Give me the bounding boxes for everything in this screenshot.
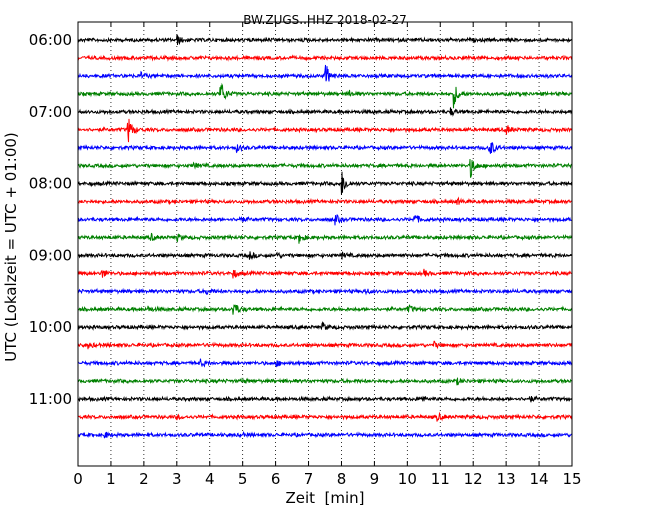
trace-0830 <box>77 214 573 226</box>
trace-0745 <box>77 158 573 178</box>
trace-1000 <box>77 321 573 331</box>
trace-0730 <box>77 142 573 154</box>
x-tick-label: 13 <box>497 470 516 488</box>
x-tick-label: 14 <box>530 470 549 488</box>
x-tick-label: 4 <box>205 470 215 488</box>
x-axis-ticks: 0 1 2 3 4 5 6 7 8 9 10 11 12 13 14 15 <box>73 22 582 488</box>
y-tick-label: 10:00 <box>29 318 72 336</box>
trace-0615 <box>77 54 573 62</box>
x-tick-label: 11 <box>431 470 450 488</box>
x-tick-label: 1 <box>106 470 116 488</box>
chart-title: BW.ZUGS..HHZ 2018-02-27 <box>243 13 406 27</box>
trace-0945 <box>77 304 573 315</box>
y-tick-label: 07:00 <box>29 103 72 121</box>
trace-0645 <box>77 82 573 109</box>
x-tick-label: 12 <box>464 470 483 488</box>
x-tick-label: 2 <box>139 470 149 488</box>
trace-1030 <box>77 358 573 368</box>
trace-0930 <box>77 287 573 296</box>
trace-0715 <box>77 118 573 143</box>
x-tick-label: 15 <box>562 470 581 488</box>
x-tick-label: 0 <box>73 470 83 488</box>
x-axis-label: Zeit [min] <box>285 489 364 507</box>
x-tick-label: 9 <box>370 470 380 488</box>
y-tick-label: 08:00 <box>29 175 72 193</box>
trace-1130 <box>77 430 573 439</box>
trace-1100 <box>77 395 573 403</box>
trace-1045 <box>77 377 573 386</box>
trace-0915 <box>77 268 573 279</box>
y-tick-label: 11:00 <box>29 390 72 408</box>
x-tick-label: 8 <box>337 470 347 488</box>
y-tick-label: 09:00 <box>29 246 72 264</box>
y-axis-label: UTC (Lokalzeit = UTC + 01:00) <box>2 132 20 362</box>
y-axis-ticks: 06:00 07:00 08:00 09:00 10:00 11:00 <box>29 31 572 408</box>
trace-0630 <box>77 64 573 82</box>
trace-group <box>77 34 573 439</box>
x-tick-label: 7 <box>304 470 314 488</box>
plot-frame <box>77 21 573 467</box>
trace-0800 <box>77 171 573 196</box>
y-tick-label: 06:00 <box>29 31 72 49</box>
trace-0900 <box>77 251 573 261</box>
trace-1015 <box>77 340 573 350</box>
x-tick-label: 10 <box>398 470 417 488</box>
trace-0815 <box>77 196 573 205</box>
trace-0700 <box>77 107 573 117</box>
x-tick-label: 6 <box>271 470 281 488</box>
trace-1115 <box>77 411 573 422</box>
trace-0600 <box>77 34 573 46</box>
trace-0845 <box>77 232 573 244</box>
x-tick-label: 3 <box>172 470 182 488</box>
x-tick-label: 5 <box>238 470 248 488</box>
